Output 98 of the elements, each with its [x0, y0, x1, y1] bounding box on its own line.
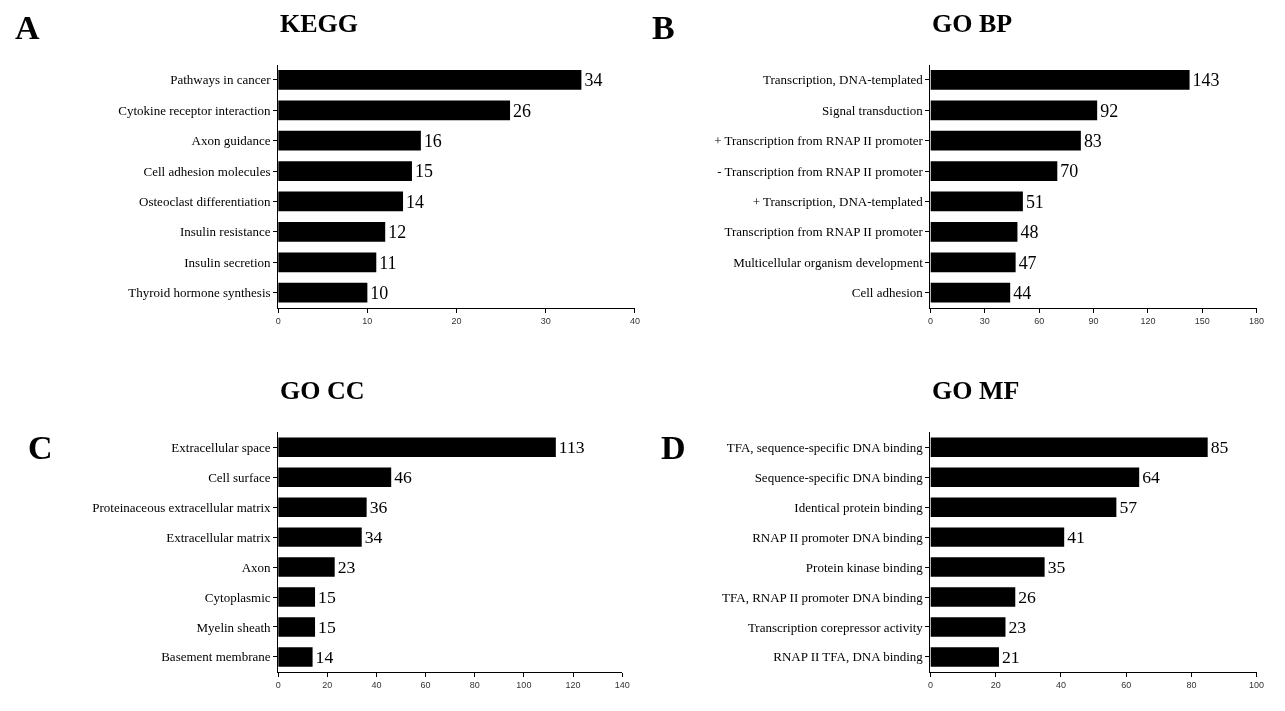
- y-tick-label: Extracellular space: [171, 439, 271, 455]
- y-tick-label: + Transcription from RNAP II promoter: [714, 133, 924, 149]
- data-label: 113: [558, 437, 585, 458]
- text: C: [28, 429, 53, 466]
- data-label: 83: [1083, 130, 1102, 151]
- y-tick-label: Pathways in cancer: [170, 72, 272, 88]
- data-label: 36: [369, 497, 388, 518]
- data-label: 70: [1060, 161, 1079, 182]
- data-label: 26: [1018, 587, 1037, 608]
- data-label: 23: [1008, 617, 1027, 638]
- chart-title: GO MF: [932, 376, 1020, 405]
- data-label: 10: [370, 282, 389, 303]
- y-tick-label: Osteoclast differentiation: [139, 194, 272, 210]
- data-label: 12: [388, 222, 407, 243]
- y-tick-label: Transcription from RNAP II promoter: [724, 224, 924, 240]
- x-tick-label: 100: [516, 679, 532, 690]
- data-label: 143: [1192, 70, 1220, 91]
- x-tick-label: 40: [629, 315, 640, 326]
- y-tick-label: Cytokine receptor interaction: [118, 102, 272, 118]
- y-tick-label: Multicellular organism development: [733, 254, 924, 270]
- x-tick-label: 40: [1055, 679, 1066, 690]
- x-tick-label: 100: [1249, 679, 1265, 690]
- data-label: 14: [406, 191, 425, 212]
- x-tick-label: 120: [565, 679, 581, 690]
- x-tick-label: 80: [1186, 679, 1197, 690]
- data-label: 48: [1020, 222, 1039, 243]
- data-label: 34: [584, 70, 603, 91]
- y-tick-label: Signal transduction: [822, 102, 924, 118]
- y-tick-label: Thyroid hormone synthesis: [128, 285, 271, 301]
- x-tick-label: 20: [322, 679, 333, 690]
- y-tick-label: Myelin sheath: [196, 619, 272, 635]
- data-label: 21: [1001, 647, 1020, 668]
- y-tick-label: Transcription corepressor activity: [747, 619, 924, 635]
- y-tick-label: Insulin resistance: [179, 224, 271, 240]
- data-label: 35: [1047, 557, 1066, 578]
- x-tick-label: 30: [540, 315, 551, 326]
- data-label: 15: [318, 617, 336, 638]
- data-label: 46: [394, 467, 413, 488]
- text: D: [661, 429, 686, 466]
- y-tick-label: Sequence-specific DNA binding: [754, 469, 924, 485]
- x-tick-label: 0: [927, 315, 933, 326]
- y-tick-label: Axon guidance: [191, 133, 271, 149]
- x-tick-label: 30: [979, 315, 990, 326]
- y-tick-label: TFA, sequence-specific DNA binding: [726, 439, 924, 455]
- y-tick-label: RNAP II TFA, DNA binding: [773, 649, 924, 665]
- x-tick-label: 0: [275, 679, 281, 690]
- data-label: 15: [414, 161, 433, 182]
- text: A: [15, 9, 40, 46]
- x-tick-label: 120: [1140, 315, 1156, 326]
- data-label: 44: [1013, 282, 1032, 303]
- y-tick-label: Cell adhesion molecules: [143, 163, 271, 179]
- y-tick-label: Protein kinase binding: [805, 559, 924, 575]
- y-tick-label: Extracellular matrix: [166, 529, 272, 545]
- data-label: 57: [1119, 497, 1138, 518]
- x-tick-label: 90: [1088, 315, 1099, 326]
- data-label: 16: [423, 130, 442, 151]
- y-tick-label: Proteinaceous extracellular matrix: [92, 499, 272, 515]
- data-label: 15: [318, 587, 336, 608]
- chart-title: KEGG: [280, 9, 359, 38]
- y-tick-label: Cytoplasmic: [204, 589, 271, 605]
- chart-title: GO BP: [932, 9, 1013, 38]
- x-tick-label: 0: [275, 315, 281, 326]
- x-tick-label: 0: [927, 679, 933, 690]
- data-label: 14: [315, 647, 334, 668]
- data-label: 92: [1100, 100, 1119, 121]
- data-label: 11: [379, 252, 397, 273]
- y-tick-label: RNAP II promoter DNA binding: [752, 529, 924, 545]
- x-tick-label: 60: [420, 679, 431, 690]
- data-label: 23: [337, 557, 356, 578]
- x-tick-label: 60: [1034, 315, 1045, 326]
- x-tick-label: 10: [362, 315, 373, 326]
- data-label: 41: [1067, 527, 1085, 548]
- data-label: 34: [364, 527, 383, 548]
- x-tick-label: 80: [469, 679, 480, 690]
- x-tick-label: 20: [451, 315, 462, 326]
- chart-title: GO CC: [280, 376, 365, 405]
- y-tick-label: Transcription, DNA-templated: [763, 72, 924, 88]
- y-tick-label: Cell surface: [208, 469, 271, 485]
- y-tick-label: + Transcription, DNA-templated: [752, 194, 924, 210]
- data-label: 47: [1018, 252, 1037, 273]
- y-tick-label: Insulin secretion: [184, 254, 272, 270]
- x-tick-label: 20: [990, 679, 1001, 690]
- x-tick-label: 140: [614, 679, 630, 690]
- data-label: 26: [513, 100, 532, 121]
- x-tick-label: 150: [1194, 315, 1210, 326]
- text: B: [652, 9, 675, 46]
- y-tick-label: Basement membrane: [161, 649, 271, 665]
- x-tick-label: 40: [371, 679, 382, 690]
- y-tick-label: Axon: [241, 559, 272, 575]
- y-tick-label: Identical protein binding: [794, 499, 924, 515]
- y-tick-label: TFA, RNAP II promoter DNA binding: [722, 589, 924, 605]
- data-label: 51: [1025, 191, 1044, 212]
- x-tick-label: 60: [1121, 679, 1132, 690]
- data-label: 64: [1142, 467, 1161, 488]
- y-tick-label: Cell adhesion: [851, 285, 924, 301]
- y-tick-label: - Transcription from RNAP II promoter: [717, 163, 924, 179]
- x-tick-label: 180: [1249, 315, 1265, 326]
- data-label: 85: [1210, 437, 1229, 458]
